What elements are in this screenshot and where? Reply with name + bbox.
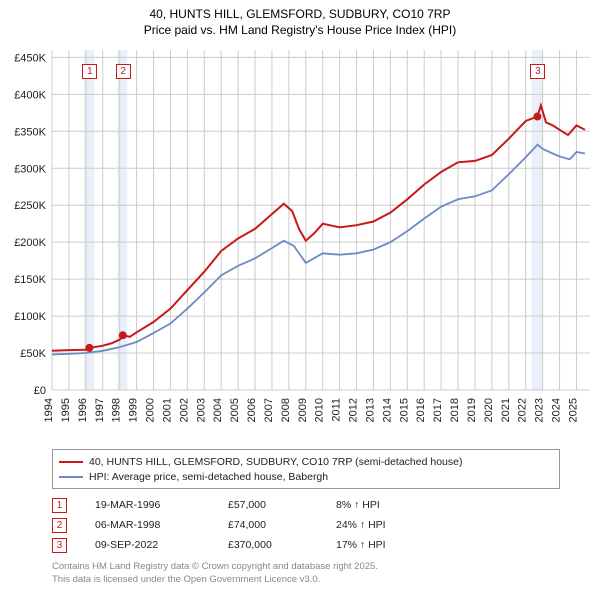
table-row: 3 09-SEP-2022 £370,000 17% ↑ HPI (52, 535, 560, 555)
title-subtitle: Price paid vs. HM Land Registry's House … (0, 22, 600, 38)
svg-text:2025: 2025 (567, 398, 579, 422)
svg-text:2020: 2020 (483, 398, 495, 422)
svg-text:£450K: £450K (14, 53, 46, 65)
svg-text:2009: 2009 (297, 398, 309, 422)
legend-swatch (59, 476, 83, 478)
svg-text:£150K: £150K (14, 275, 46, 287)
copyright-notice: Contains HM Land Registry data © Crown c… (52, 561, 560, 587)
svg-text:2024: 2024 (551, 398, 563, 422)
sale-hpi: 8% ↑ HPI (336, 499, 560, 511)
svg-text:2008: 2008 (280, 398, 292, 422)
sale-marker-box: 2 (52, 518, 67, 533)
svg-text:2015: 2015 (398, 398, 410, 422)
chart-svg: £0 £50K £100K £150K £200K £250K £300K £350K £400… (0, 40, 600, 445)
svg-text:2005: 2005 (229, 398, 241, 422)
copyright-line: This data is licensed under the Open Gov… (52, 574, 560, 587)
sales-table: 1 19-MAR-1996 £57,000 8% ↑ HPI 2 06-MAR-… (52, 495, 560, 555)
sale-date: 06-MAR-1998 (95, 519, 200, 531)
sale-date: 19-MAR-1996 (95, 499, 200, 511)
svg-text:£400K: £400K (14, 90, 46, 102)
svg-text:£350K: £350K (14, 127, 46, 139)
sale-marker-box: 2 (116, 64, 131, 79)
sale-marker-box: 3 (530, 64, 545, 79)
svg-text:£0: £0 (34, 385, 46, 397)
table-row: 1 19-MAR-1996 £57,000 8% ↑ HPI (52, 495, 560, 515)
legend-label: HPI: Average price, semi-detached house,… (89, 471, 328, 483)
price-chart: £0 £50K £100K £150K £200K £250K £300K £350K £400… (0, 40, 600, 445)
svg-text:2010: 2010 (314, 398, 326, 422)
svg-text:2006: 2006 (246, 398, 258, 422)
legend-item: HPI: Average price, semi-detached house,… (59, 469, 553, 484)
legend-label: 40, HUNTS HILL, GLEMSFORD, SUDBURY, CO10… (89, 456, 462, 468)
svg-text:2011: 2011 (331, 398, 343, 422)
svg-text:2013: 2013 (364, 398, 376, 422)
title-address: 40, HUNTS HILL, GLEMSFORD, SUDBURY, CO10… (0, 6, 600, 22)
svg-text:2001: 2001 (161, 398, 173, 422)
svg-text:£250K: £250K (14, 201, 46, 213)
svg-text:2016: 2016 (415, 398, 427, 422)
svg-text:£300K: £300K (14, 164, 46, 176)
chart-title: 40, HUNTS HILL, GLEMSFORD, SUDBURY, CO10… (0, 0, 600, 40)
svg-text:1999: 1999 (128, 398, 140, 422)
legend-item: 40, HUNTS HILL, GLEMSFORD, SUDBURY, CO10… (59, 454, 553, 469)
svg-text:2018: 2018 (449, 398, 461, 422)
svg-text:2021: 2021 (500, 398, 512, 422)
svg-text:2003: 2003 (195, 398, 207, 422)
sale-price: £57,000 (228, 499, 308, 511)
sale-price: £370,000 (228, 539, 308, 551)
svg-text:2019: 2019 (466, 398, 478, 422)
svg-text:1994: 1994 (43, 398, 55, 422)
svg-text:£50K: £50K (20, 348, 46, 360)
svg-text:1997: 1997 (94, 398, 106, 422)
legend-swatch (59, 461, 83, 463)
svg-text:2000: 2000 (145, 398, 157, 422)
svg-text:2022: 2022 (517, 398, 529, 422)
table-row: 2 06-MAR-1998 £74,000 24% ↑ HPI (52, 515, 560, 535)
svg-text:£200K: £200K (14, 238, 46, 250)
svg-text:2002: 2002 (178, 398, 190, 422)
sale-hpi: 17% ↑ HPI (336, 539, 560, 551)
svg-text:2014: 2014 (381, 398, 393, 422)
svg-text:2004: 2004 (212, 398, 224, 422)
sale-date: 09-SEP-2022 (95, 539, 200, 551)
sale-hpi: 24% ↑ HPI (336, 519, 560, 531)
svg-text:2012: 2012 (348, 398, 360, 422)
svg-text:1995: 1995 (60, 398, 72, 422)
svg-text:2017: 2017 (432, 398, 444, 422)
chart-legend: 40, HUNTS HILL, GLEMSFORD, SUDBURY, CO10… (52, 449, 560, 489)
svg-text:1996: 1996 (77, 398, 89, 422)
sale-marker-box: 1 (52, 498, 67, 513)
svg-text:2007: 2007 (263, 398, 275, 422)
svg-text:1998: 1998 (111, 398, 123, 422)
sale-price: £74,000 (228, 519, 308, 531)
copyright-line: Contains HM Land Registry data © Crown c… (52, 561, 560, 574)
svg-text:2023: 2023 (534, 398, 546, 422)
sale-marker-box: 3 (52, 538, 67, 553)
sale-marker-box: 1 (82, 64, 97, 79)
svg-text:£100K: £100K (14, 311, 46, 323)
